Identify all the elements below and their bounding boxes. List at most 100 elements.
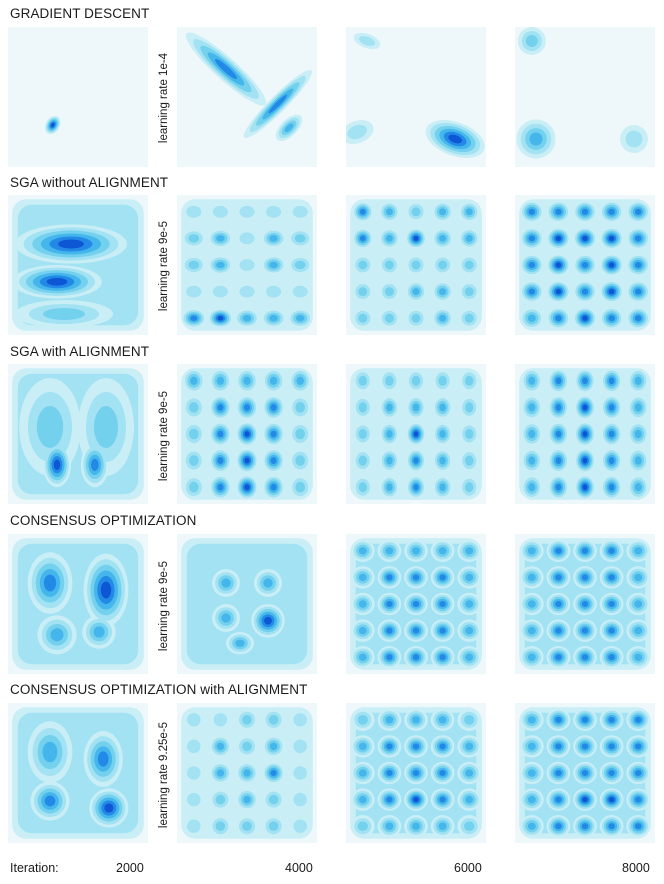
row-title-sga-with-alignment: SGA with ALIGNMENT bbox=[10, 344, 150, 359]
density-contour bbox=[386, 456, 393, 465]
density-contour bbox=[439, 456, 446, 465]
density-contour bbox=[527, 547, 536, 555]
density-contour bbox=[634, 653, 643, 661]
density-contour bbox=[215, 59, 237, 79]
density-contour bbox=[242, 314, 252, 322]
density-contour bbox=[608, 797, 615, 803]
density-contour bbox=[634, 376, 642, 385]
density-contour bbox=[358, 287, 368, 297]
density-contour bbox=[217, 430, 224, 438]
density-contour bbox=[582, 404, 588, 411]
density-contour bbox=[386, 769, 393, 777]
density-contour bbox=[439, 743, 446, 750]
density-contour bbox=[242, 741, 252, 752]
density-contour bbox=[527, 822, 536, 830]
density-contour bbox=[216, 376, 225, 385]
density-contour bbox=[439, 627, 446, 634]
density-contour bbox=[358, 402, 367, 413]
density-contour bbox=[293, 739, 307, 754]
density-contour bbox=[216, 261, 225, 269]
density-contour bbox=[358, 626, 367, 635]
density-contour bbox=[464, 715, 475, 725]
density-contour bbox=[634, 743, 642, 750]
density-contour bbox=[270, 403, 277, 411]
density-contour bbox=[608, 457, 615, 465]
density-contour bbox=[58, 239, 84, 249]
density-contour bbox=[386, 743, 393, 750]
density-contour bbox=[608, 547, 615, 554]
density-contour bbox=[581, 261, 589, 269]
density-contour bbox=[270, 769, 277, 777]
density-contour bbox=[216, 769, 225, 777]
density-contour bbox=[465, 600, 474, 608]
density-contour bbox=[217, 403, 224, 411]
density-contour bbox=[358, 742, 367, 751]
density-contour bbox=[528, 261, 536, 269]
density-contour bbox=[221, 578, 231, 588]
density-contour bbox=[295, 481, 305, 493]
density-contour bbox=[439, 314, 447, 322]
density-contour bbox=[634, 403, 642, 412]
density-contour bbox=[358, 653, 367, 661]
density-contour bbox=[608, 654, 615, 661]
iteration-2000: 2000 bbox=[116, 861, 144, 875]
density-contour bbox=[239, 285, 255, 298]
density-contour bbox=[239, 232, 255, 245]
density-contour bbox=[384, 313, 394, 323]
density-contour bbox=[412, 600, 420, 608]
density-contour bbox=[465, 769, 474, 777]
density-panel-row1-col3 bbox=[346, 27, 486, 167]
density-contour bbox=[412, 574, 420, 581]
density-contour bbox=[528, 208, 536, 215]
density-contour bbox=[625, 130, 643, 148]
density-contour bbox=[555, 235, 562, 241]
density-contour bbox=[634, 769, 642, 777]
density-contour bbox=[235, 639, 245, 647]
density-contour bbox=[634, 315, 642, 322]
density-contour bbox=[243, 795, 251, 804]
density-contour bbox=[296, 314, 305, 322]
density-contour bbox=[439, 288, 447, 296]
density-contour bbox=[608, 574, 615, 581]
density-contour bbox=[358, 260, 368, 270]
density-contour bbox=[386, 430, 393, 438]
density-contour bbox=[581, 769, 589, 777]
density-contour bbox=[582, 797, 588, 803]
density-contour bbox=[634, 483, 642, 492]
density-contour bbox=[412, 716, 420, 724]
density-contour bbox=[268, 821, 279, 831]
density-contour bbox=[608, 315, 615, 322]
density-contour bbox=[215, 794, 226, 805]
density-contour bbox=[608, 769, 615, 777]
density-contour bbox=[608, 430, 615, 438]
density-contour bbox=[634, 288, 642, 295]
density-contour bbox=[448, 134, 463, 144]
density-panel-row5-col4 bbox=[515, 703, 655, 843]
density-contour bbox=[555, 716, 562, 723]
density-contour bbox=[188, 234, 200, 243]
density-contour bbox=[439, 403, 446, 412]
panel-background bbox=[8, 27, 148, 167]
density-contour bbox=[528, 288, 536, 295]
density-contour bbox=[412, 403, 420, 412]
density-contour bbox=[465, 795, 474, 804]
density-contour bbox=[294, 234, 306, 243]
density-contour bbox=[528, 235, 536, 242]
density-contour bbox=[385, 208, 393, 216]
density-contour bbox=[439, 234, 447, 242]
density-contour bbox=[439, 430, 446, 438]
density-contour bbox=[527, 573, 536, 582]
iteration-6000: 6000 bbox=[454, 861, 482, 875]
density-contour bbox=[358, 428, 367, 440]
density-panel-row5-col3 bbox=[346, 703, 486, 843]
density-contour bbox=[555, 289, 562, 295]
density-contour bbox=[581, 627, 589, 634]
density-contour bbox=[438, 716, 447, 724]
density-contour bbox=[244, 431, 250, 437]
density-contour bbox=[608, 627, 615, 634]
density-contour bbox=[216, 235, 225, 242]
density-contour bbox=[608, 823, 615, 830]
density-contour bbox=[465, 626, 474, 635]
density-contour bbox=[525, 35, 538, 47]
density-contour bbox=[36, 406, 64, 448]
